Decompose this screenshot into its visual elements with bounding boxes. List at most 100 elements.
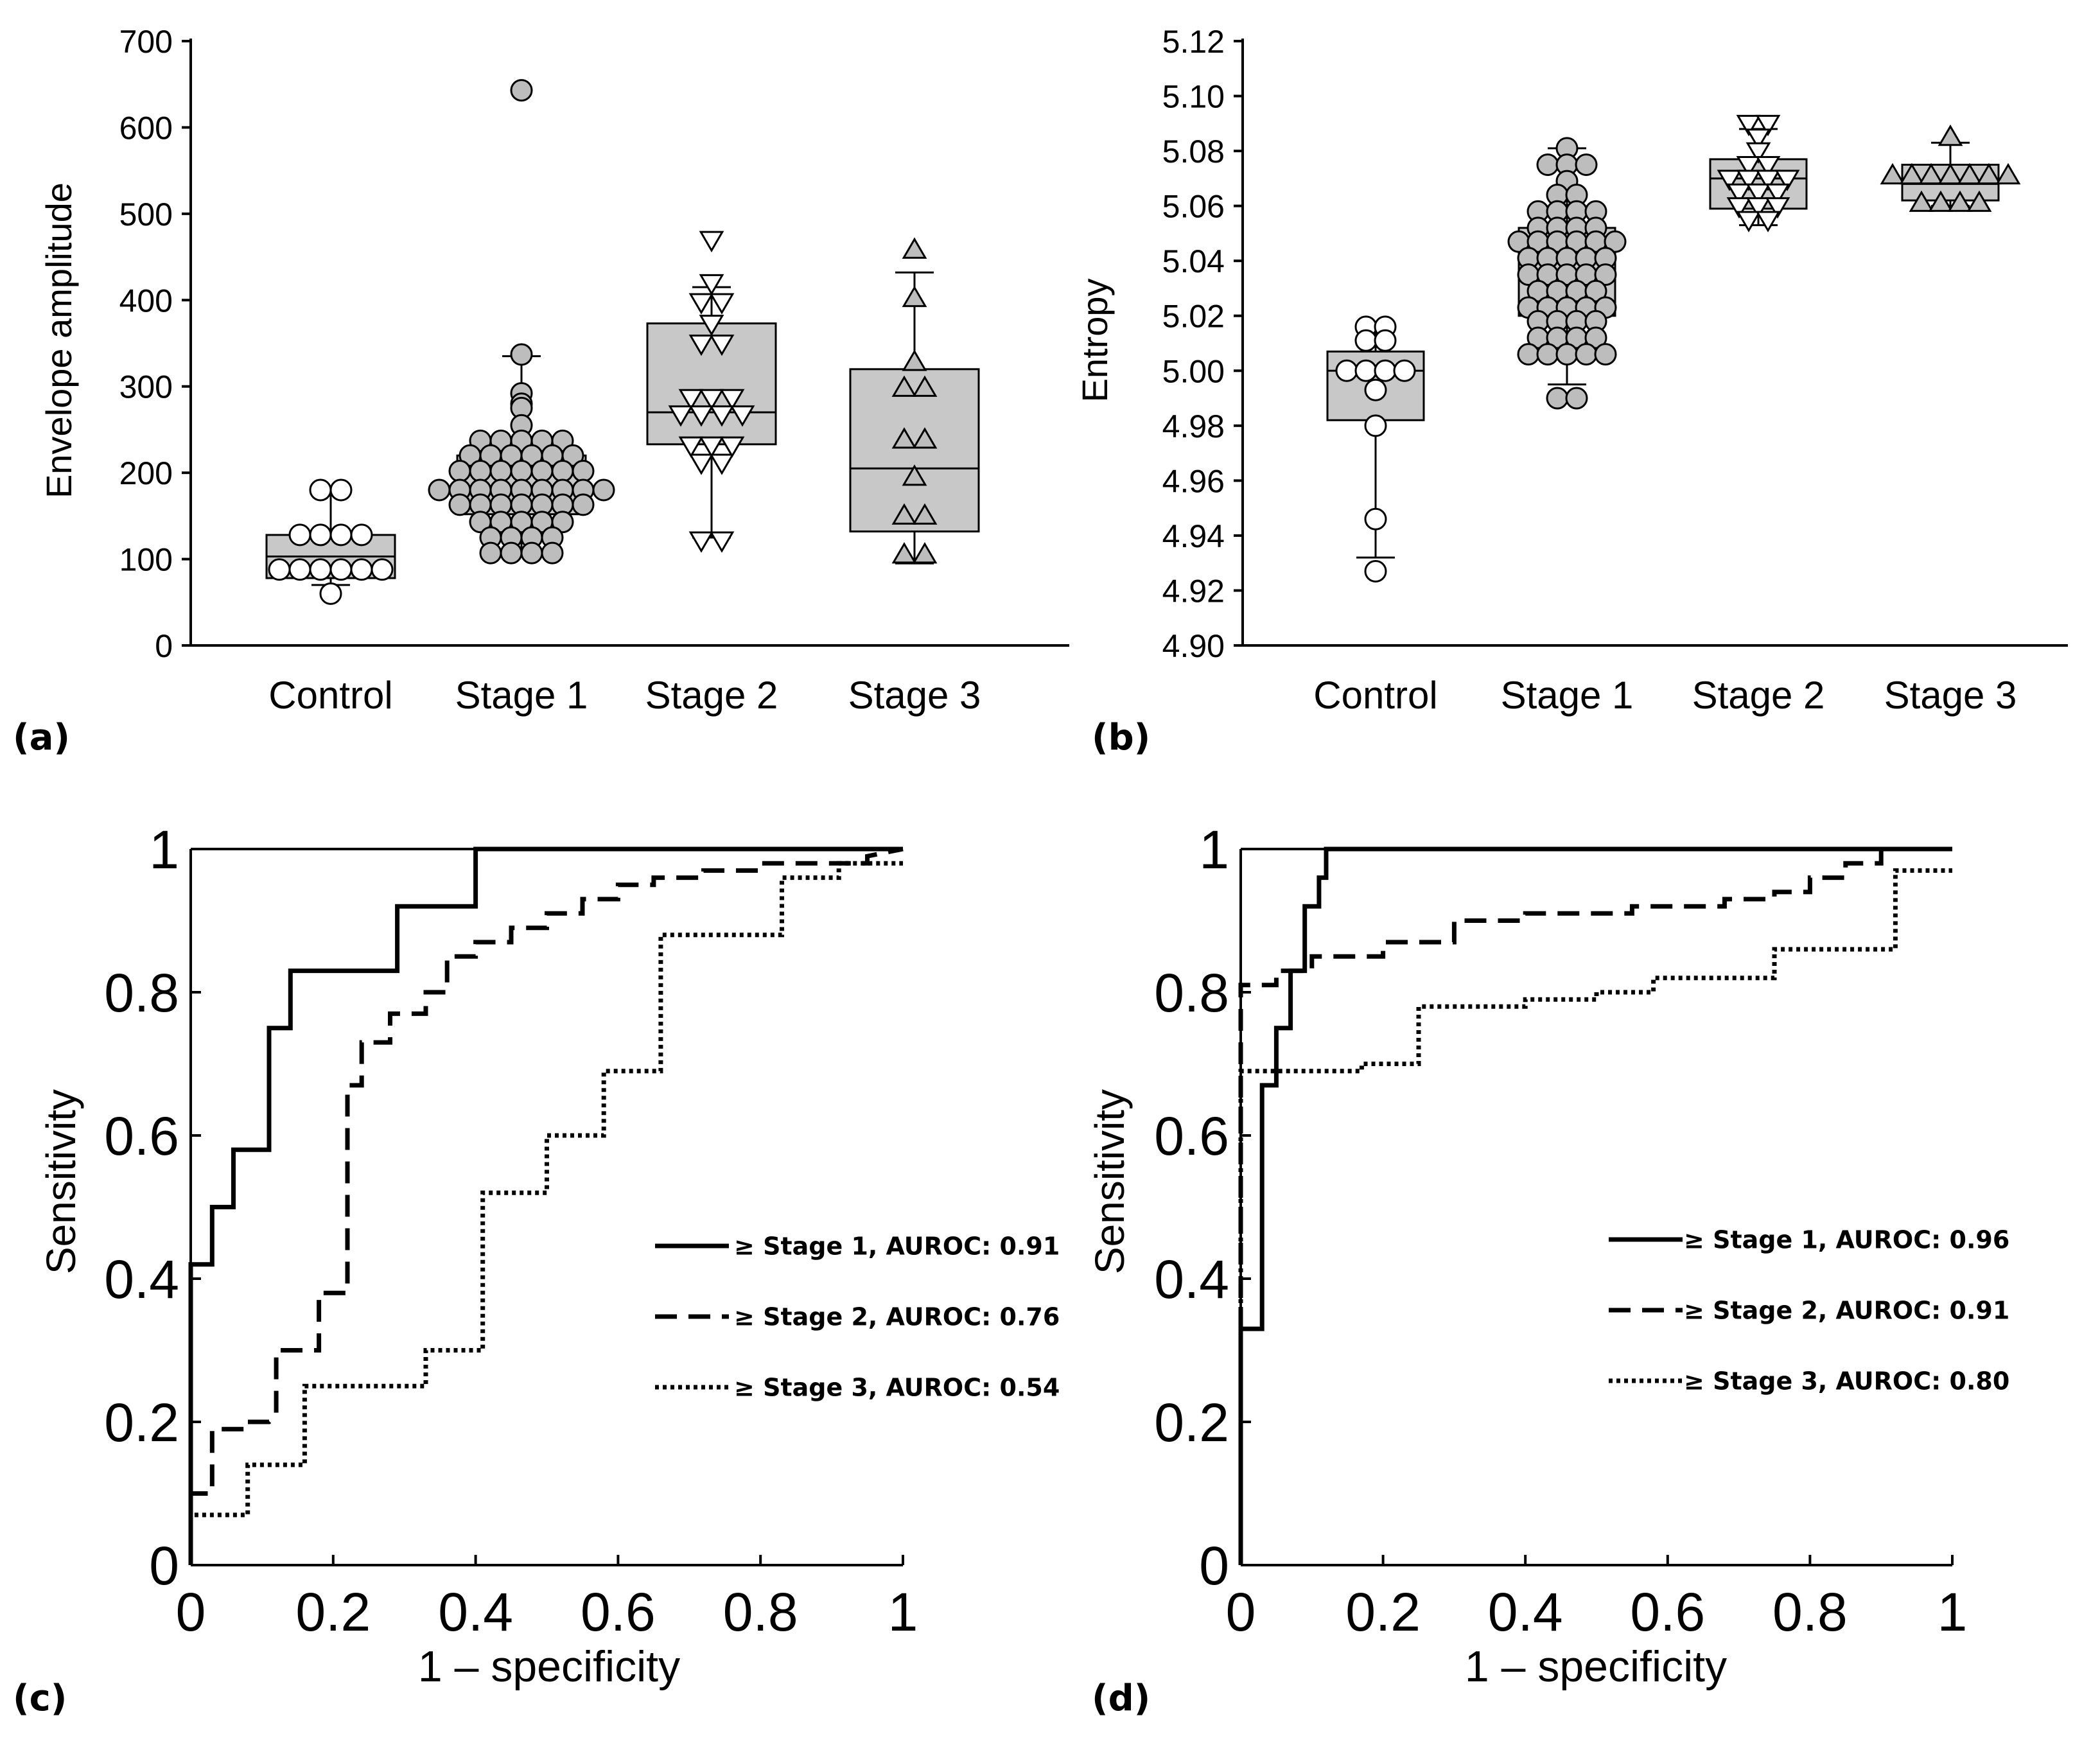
x-tick-label: 0 <box>1226 1582 1256 1642</box>
x-tick-label: 0.6 <box>1630 1582 1705 1642</box>
data-point-5 <box>350 523 373 547</box>
box-1 <box>1507 137 1627 410</box>
roc-curve-series-1 <box>188 846 903 1565</box>
data-point-4 <box>329 523 353 547</box>
y-axis-label: Entropy <box>1074 279 1115 403</box>
y-tick-label: 0.4 <box>1154 1249 1229 1310</box>
data-point-19 <box>688 531 714 553</box>
y-axis-label: Sensitivity <box>1087 1089 1133 1274</box>
data-point-0 <box>1938 124 1963 146</box>
data-point-9 <box>912 503 938 525</box>
data-point-47 <box>1584 326 1607 349</box>
roc-curve-series-3 <box>1238 868 1952 1565</box>
data-point-0 <box>902 237 927 259</box>
data-point-15 <box>699 436 724 458</box>
data-point-3 <box>1575 153 1598 176</box>
data-point-16 <box>561 444 584 467</box>
data-point-1 <box>329 478 353 502</box>
x-tick-label: 1 <box>1938 1582 1968 1642</box>
data-point-10 <box>1726 183 1752 206</box>
y-tick-label: 0.8 <box>1154 963 1229 1023</box>
y-tick-label: 4.92 <box>1162 573 1225 609</box>
data-point-22 <box>551 459 574 482</box>
x-tick-label: 0.6 <box>581 1582 656 1642</box>
data-point-3 <box>1374 329 1397 352</box>
legend-entry-3: ≥ Stage 3, AUROC: 0.54 <box>734 1373 1060 1401</box>
data-point-9 <box>1364 414 1387 437</box>
data-point-20 <box>709 531 735 553</box>
data-point-51 <box>520 541 543 565</box>
data-point-9 <box>1774 170 1800 191</box>
y-tick-label: 700 <box>119 24 173 60</box>
category-label: Stage 2 <box>1692 674 1825 717</box>
data-point-1 <box>1536 153 1559 176</box>
y-tick-label: 0 <box>1199 1536 1229 1596</box>
data-point-7 <box>678 389 704 410</box>
data-point-50 <box>500 541 523 565</box>
data-point-10 <box>1947 190 1973 212</box>
y-tick-label: 4.98 <box>1162 408 1225 444</box>
data-point-17 <box>688 453 714 475</box>
data-point-52 <box>541 541 564 565</box>
y-axis-label: Envelope amplitude <box>39 182 79 498</box>
category-label: Stage 2 <box>645 674 778 717</box>
x-axis-label: 1 – specificity <box>418 1642 680 1691</box>
data-point-0 <box>699 231 724 252</box>
y-tick-label: 5.06 <box>1162 189 1225 225</box>
roc-curve-series-3 <box>188 861 903 1565</box>
data-point-49 <box>1536 343 1559 366</box>
data-point-6 <box>1374 359 1397 382</box>
x-tick-label: 0.8 <box>723 1582 798 1642</box>
data-point-4 <box>912 375 938 397</box>
data-point-52 <box>1594 343 1617 366</box>
data-point-5 <box>1957 162 1982 185</box>
box-3 <box>1880 124 2021 212</box>
data-point-44 <box>551 511 574 534</box>
data-point-2 <box>288 523 311 547</box>
panel-label: (a) <box>13 717 70 758</box>
data-point-6 <box>709 335 735 356</box>
data-point-3 <box>1918 162 1944 185</box>
box-0 <box>265 478 396 605</box>
data-point-51 <box>1575 343 1598 366</box>
x-tick-label: 1 <box>888 1582 918 1642</box>
x-tick-label: 0 <box>176 1582 206 1642</box>
y-tick-label: 0 <box>149 1536 179 1596</box>
y-axis-label: Sensitivity <box>38 1089 84 1274</box>
data-point-8 <box>1364 378 1387 401</box>
x-axis-label: 1 – specificity <box>1465 1642 1727 1691</box>
data-point-10 <box>1364 507 1387 530</box>
data-point-24 <box>428 478 451 502</box>
data-point-16 <box>719 436 745 458</box>
data-point-1 <box>699 274 724 296</box>
data-point-17 <box>1755 211 1781 232</box>
data-point-7 <box>1393 359 1416 382</box>
y-tick-label: 5.10 <box>1162 79 1225 115</box>
data-point-53 <box>1546 387 1569 410</box>
data-point-11 <box>912 542 938 564</box>
data-point-8 <box>891 503 917 525</box>
box-1 <box>428 79 615 565</box>
data-point-11 <box>1364 560 1387 583</box>
data-point-3 <box>709 293 735 315</box>
data-point-14 <box>678 436 704 458</box>
category-label: Stage 3 <box>1884 674 2017 717</box>
data-point-0 <box>309 478 332 502</box>
data-point-49 <box>479 541 502 565</box>
y-tick-label: 5.08 <box>1162 134 1225 170</box>
box-3 <box>849 237 980 565</box>
y-tick-label: 0.6 <box>1154 1106 1229 1166</box>
data-point-8 <box>699 389 724 410</box>
data-point-13 <box>730 405 755 427</box>
category-label: Stage 1 <box>1501 674 1634 717</box>
legend-entry-1: ≥ Stage 1, AUROC: 0.91 <box>734 1232 1060 1260</box>
category-label: Stage 1 <box>455 674 588 717</box>
box-0 <box>1326 315 1425 583</box>
legend-entry-3: ≥ Stage 3, AUROC: 0.80 <box>1684 1367 2009 1395</box>
category-label: Stage 3 <box>848 674 981 717</box>
y-tick-label: 100 <box>119 542 173 578</box>
data-point-2 <box>1746 128 1771 150</box>
data-point-4 <box>699 315 724 337</box>
data-point-21 <box>530 459 554 482</box>
data-point-32 <box>592 478 615 502</box>
